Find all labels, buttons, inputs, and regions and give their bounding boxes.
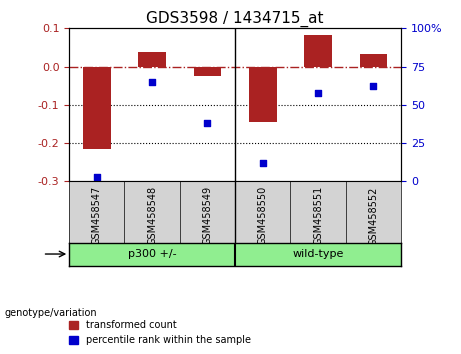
Point (148, 79, 156, 85)
Point (370, 84, 377, 89)
Bar (138, 52, 166, 67)
Point (204, 120, 211, 126)
Text: wild-type: wild-type (292, 249, 344, 259)
Text: GSM458551: GSM458551 (313, 186, 323, 245)
Point (93, 174, 100, 179)
Text: GSM458548: GSM458548 (147, 186, 157, 245)
Text: p300 +/-: p300 +/- (128, 249, 177, 259)
Text: GSM458552: GSM458552 (368, 186, 378, 246)
Legend: transformed count, percentile rank within the sample: transformed count, percentile rank withi… (65, 316, 255, 349)
Text: GSM458547: GSM458547 (92, 186, 102, 245)
Bar (83, 67, 111, 149)
Point (259, 160, 266, 166)
Bar (304, 35, 332, 67)
Text: GSM458549: GSM458549 (202, 186, 213, 245)
Bar (360, 54, 387, 67)
Bar (194, 67, 221, 76)
Point (314, 90, 322, 96)
Text: GSM458550: GSM458550 (258, 186, 268, 245)
Bar (249, 67, 277, 122)
Text: genotype/variation: genotype/variation (5, 308, 97, 318)
Title: GDS3598 / 1434715_at: GDS3598 / 1434715_at (146, 11, 324, 27)
